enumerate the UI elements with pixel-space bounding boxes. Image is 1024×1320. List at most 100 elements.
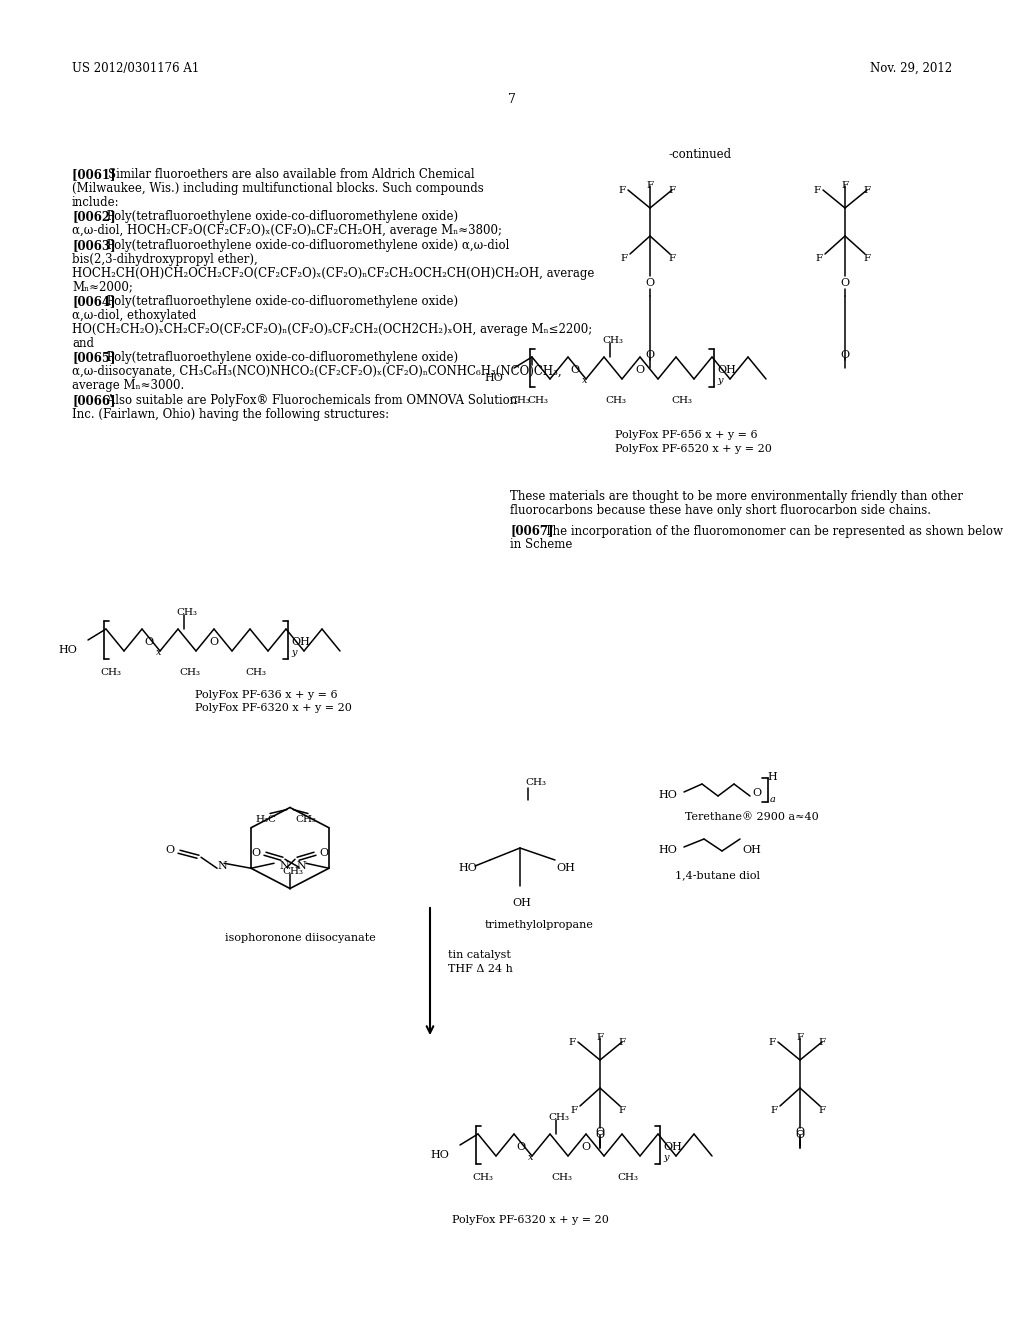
Text: F: F xyxy=(570,1106,578,1115)
Text: N: N xyxy=(217,861,226,871)
Text: CH₃: CH₃ xyxy=(525,777,546,787)
Text: CH₃: CH₃ xyxy=(548,1113,569,1122)
Text: Poly(tetrafluoroethylene oxide-co-difluoromethylene oxide): Poly(tetrafluoroethylene oxide-co-difluo… xyxy=(102,351,458,364)
Text: x: x xyxy=(156,648,162,657)
Text: 7: 7 xyxy=(508,92,516,106)
Text: F: F xyxy=(668,186,675,195)
Text: OH: OH xyxy=(663,1142,682,1152)
Text: O: O xyxy=(251,849,260,858)
Text: y: y xyxy=(717,376,723,385)
Text: y: y xyxy=(663,1152,669,1162)
Text: F: F xyxy=(863,253,870,263)
Text: (Milwaukee, Wis.) including multifunctional blocks. Such compounds: (Milwaukee, Wis.) including multifunctio… xyxy=(72,182,483,195)
Text: CH₃: CH₃ xyxy=(551,1173,572,1181)
Text: tin catalyst: tin catalyst xyxy=(449,950,511,960)
Text: OH: OH xyxy=(742,845,761,855)
Text: CH₃: CH₃ xyxy=(605,396,626,405)
Text: PolyFox PF-6520 x + y = 20: PolyFox PF-6520 x + y = 20 xyxy=(615,444,772,454)
Text: F: F xyxy=(770,1106,777,1115)
Text: Also suitable are PolyFox® Fluorochemicals from OMNOVA Solution: Also suitable are PolyFox® Fluorochemica… xyxy=(102,393,517,407)
Text: F: F xyxy=(668,253,675,263)
Text: O: O xyxy=(795,1127,804,1137)
Text: OH: OH xyxy=(512,898,530,908)
Text: fluorocarbons because these have only short fluorocarbon side chains.: fluorocarbons because these have only sh… xyxy=(510,504,931,517)
Text: F: F xyxy=(618,186,625,195)
Text: US 2012/0301176 A1: US 2012/0301176 A1 xyxy=(72,62,200,75)
Text: O: O xyxy=(645,350,654,360)
Text: HO: HO xyxy=(658,845,677,855)
Text: Inc. (Fairlawn, Ohio) having the following structures:: Inc. (Fairlawn, Ohio) having the followi… xyxy=(72,408,389,421)
Text: F: F xyxy=(818,1106,825,1115)
Text: F: F xyxy=(646,181,653,190)
Text: HO: HO xyxy=(484,374,503,383)
Text: F: F xyxy=(818,1038,825,1047)
Text: [0061]: [0061] xyxy=(72,168,120,181)
Text: F: F xyxy=(813,186,820,195)
Text: PolyFox PF-656 x + y = 6: PolyFox PF-656 x + y = 6 xyxy=(615,430,758,440)
Text: [0064]: [0064] xyxy=(72,296,116,308)
Text: OH: OH xyxy=(291,638,310,647)
Text: The incorporation of the fluoromonomer can be represented as shown below: The incorporation of the fluoromonomer c… xyxy=(541,524,1002,537)
Text: -continued: -continued xyxy=(669,148,731,161)
Text: α,ω-diisocyanate, CH₃C₆H₃(NCO)NHCO₂(CF₂CF₂O)ₓ(CF₂O)ₙCONHC₆H₃(NCO)CH₃,: α,ω-diisocyanate, CH₃C₆H₃(NCO)NHCO₂(CF₂C… xyxy=(72,366,561,379)
Text: Mₙ≈2000;: Mₙ≈2000; xyxy=(72,280,133,293)
Text: Nov. 29, 2012: Nov. 29, 2012 xyxy=(869,62,952,75)
Text: F: F xyxy=(841,181,848,190)
Text: O: O xyxy=(635,366,644,375)
Text: CH₃: CH₃ xyxy=(295,816,316,825)
Text: HO: HO xyxy=(58,645,77,655)
Text: Poly(tetrafluoroethylene oxide-co-difluoromethylene oxide): Poly(tetrafluoroethylene oxide-co-difluo… xyxy=(102,210,458,223)
Text: average Mₙ≈3000.: average Mₙ≈3000. xyxy=(72,379,184,392)
Text: CH₃: CH₃ xyxy=(282,866,303,875)
Text: F: F xyxy=(863,186,870,195)
Text: O: O xyxy=(595,1130,604,1140)
Text: F: F xyxy=(620,253,627,263)
Text: α,ω-diol, ethoxylated: α,ω-diol, ethoxylated xyxy=(72,309,197,322)
Text: PolyFox PF-636 x + y = 6: PolyFox PF-636 x + y = 6 xyxy=(195,690,338,700)
Text: x: x xyxy=(528,1152,534,1162)
Text: trimethylolpropane: trimethylolpropane xyxy=(485,920,594,931)
Text: HO: HO xyxy=(458,863,477,873)
Text: F: F xyxy=(618,1106,625,1115)
Text: O: O xyxy=(570,366,580,375)
Text: in Scheme: in Scheme xyxy=(510,539,572,552)
Text: F: F xyxy=(768,1038,775,1047)
Text: O: O xyxy=(165,845,174,855)
Text: CH₃: CH₃ xyxy=(176,609,197,616)
Text: O: O xyxy=(840,350,849,360)
Text: F: F xyxy=(796,1034,803,1041)
Text: F: F xyxy=(596,1034,603,1041)
Text: These materials are thought to be more environmentally friendly than other: These materials are thought to be more e… xyxy=(510,490,963,503)
Text: [0063]: [0063] xyxy=(72,239,116,252)
Text: HOCH₂CH(OH)CH₂OCH₂CF₂O(CF₂CF₂O)ₓ(CF₂O)ₙCF₂CH₂OCH₂CH(OH)CH₂OH, average: HOCH₂CH(OH)CH₂OCH₂CF₂O(CF₂CF₂O)ₓ(CF₂O)ₙC… xyxy=(72,267,594,280)
Text: HO(CH₂CH₂O)ₓCH₂CF₂O(CF₂CF₂O)ₙ(CF₂O)ₛCF₂CH₂(OCH2CH₂)ₓOH, average Mₙ≤2200;: HO(CH₂CH₂O)ₓCH₂CF₂O(CF₂CF₂O)ₙ(CF₂O)ₛCF₂C… xyxy=(72,323,592,335)
Text: CH₃: CH₃ xyxy=(509,396,530,405)
Text: [0062]: [0062] xyxy=(72,210,116,223)
Text: bis(2,3-dihydroxypropyl ether),: bis(2,3-dihydroxypropyl ether), xyxy=(72,253,258,265)
Text: CH₃: CH₃ xyxy=(671,396,692,405)
Text: O: O xyxy=(144,638,154,647)
Text: O: O xyxy=(516,1142,525,1152)
Text: F: F xyxy=(568,1038,575,1047)
Text: y: y xyxy=(291,648,297,657)
Text: O: O xyxy=(319,849,328,858)
Text: [0066]: [0066] xyxy=(72,393,116,407)
Text: x: x xyxy=(582,376,588,385)
Text: N: N xyxy=(279,861,289,871)
Text: Terethane® 2900 a≈40: Terethane® 2900 a≈40 xyxy=(685,812,819,822)
Text: O: O xyxy=(209,638,218,647)
Text: HO: HO xyxy=(430,1150,449,1160)
Text: THF Δ 24 h: THF Δ 24 h xyxy=(449,964,513,974)
Text: Poly(tetrafluoroethylene oxide-co-difluoromethylene oxide) α,ω-diol: Poly(tetrafluoroethylene oxide-co-difluo… xyxy=(102,239,509,252)
Text: CH₃: CH₃ xyxy=(100,668,121,677)
Text: H: H xyxy=(767,772,777,781)
Text: O: O xyxy=(595,1127,604,1137)
Text: [0065]: [0065] xyxy=(72,351,116,364)
Text: CH₃: CH₃ xyxy=(472,1173,493,1181)
Text: HO: HO xyxy=(658,789,677,800)
Text: isophoronone diisocyanate: isophoronone diisocyanate xyxy=(225,933,376,942)
Text: N: N xyxy=(296,861,306,871)
Text: CH₃: CH₃ xyxy=(527,396,548,405)
Text: OH: OH xyxy=(717,366,736,375)
Text: F: F xyxy=(815,253,822,263)
